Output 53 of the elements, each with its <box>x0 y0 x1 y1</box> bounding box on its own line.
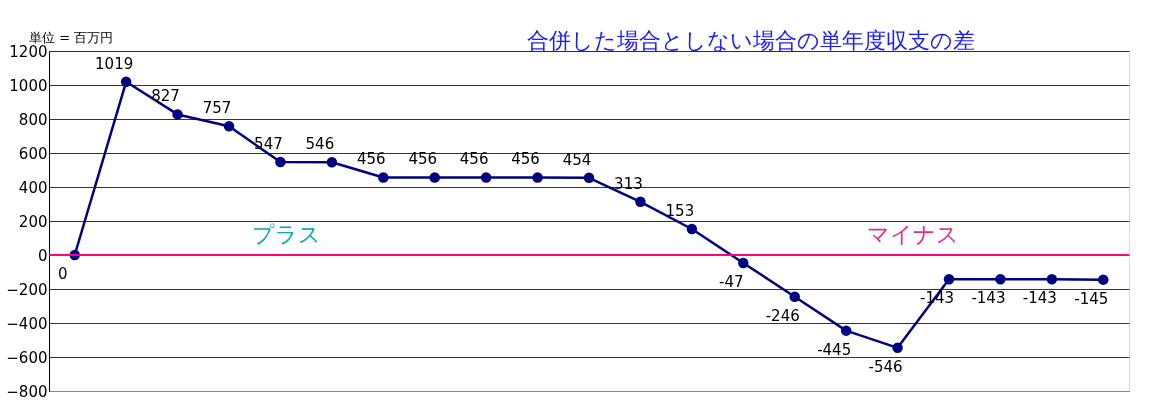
point <box>686 223 698 235</box>
y-tick-label: 0 <box>37 246 48 265</box>
data-label: 456 <box>356 150 386 169</box>
y-tick-label: 1000 <box>9 76 48 95</box>
y-tick-label: −400 <box>6 314 48 333</box>
data-label: 827 <box>151 87 180 106</box>
point <box>840 325 852 336</box>
data-label: 547 <box>254 135 283 154</box>
data-label: 546 <box>305 135 335 154</box>
point <box>635 196 646 208</box>
data-label: -143 <box>1022 289 1057 308</box>
annotation: マイナス <box>867 221 959 247</box>
data-label: 456 <box>408 150 438 169</box>
data-label: 454 <box>562 150 592 169</box>
y-tick-label: 400 <box>18 178 48 197</box>
point <box>1098 274 1109 285</box>
point <box>326 156 338 168</box>
data-label: -445 <box>817 340 852 359</box>
chart-title: 合併した場合としない場合の単年度収支の差 <box>527 28 976 53</box>
data-label: 757 <box>202 99 232 118</box>
point <box>480 172 492 183</box>
data-label: 153 <box>665 201 695 220</box>
point <box>892 342 903 354</box>
data-label: 1019 <box>95 54 134 73</box>
point <box>532 172 543 183</box>
annotation: プラス <box>252 221 322 247</box>
y-tick-label: −600 <box>6 348 48 367</box>
point <box>172 109 183 120</box>
data-label: 0 <box>57 265 68 283</box>
y-tick-label: −200 <box>6 280 48 299</box>
data-label: -246 <box>765 306 800 325</box>
point <box>378 172 389 183</box>
point <box>583 172 595 184</box>
y-tick-label: 600 <box>18 144 48 163</box>
y-tick-label: 800 <box>18 110 48 129</box>
point <box>223 121 235 132</box>
y-tick-label: 200 <box>18 212 48 231</box>
data-label: 456 <box>511 150 540 169</box>
point <box>429 172 440 183</box>
point <box>738 257 749 269</box>
point <box>1046 274 1058 285</box>
point <box>943 274 955 285</box>
data-label: -546 <box>868 357 903 376</box>
data-label: -143 <box>971 289 1006 308</box>
y-axis-title: 単位 = 百万円 <box>29 30 114 45</box>
data-label: -47 <box>719 272 744 291</box>
point <box>789 291 800 303</box>
data-label: -145 <box>1074 289 1109 308</box>
point <box>995 274 1006 285</box>
data-label: 456 <box>459 150 489 169</box>
y-tick-label: −800 <box>6 382 48 401</box>
point <box>275 156 286 168</box>
point <box>120 76 132 87</box>
